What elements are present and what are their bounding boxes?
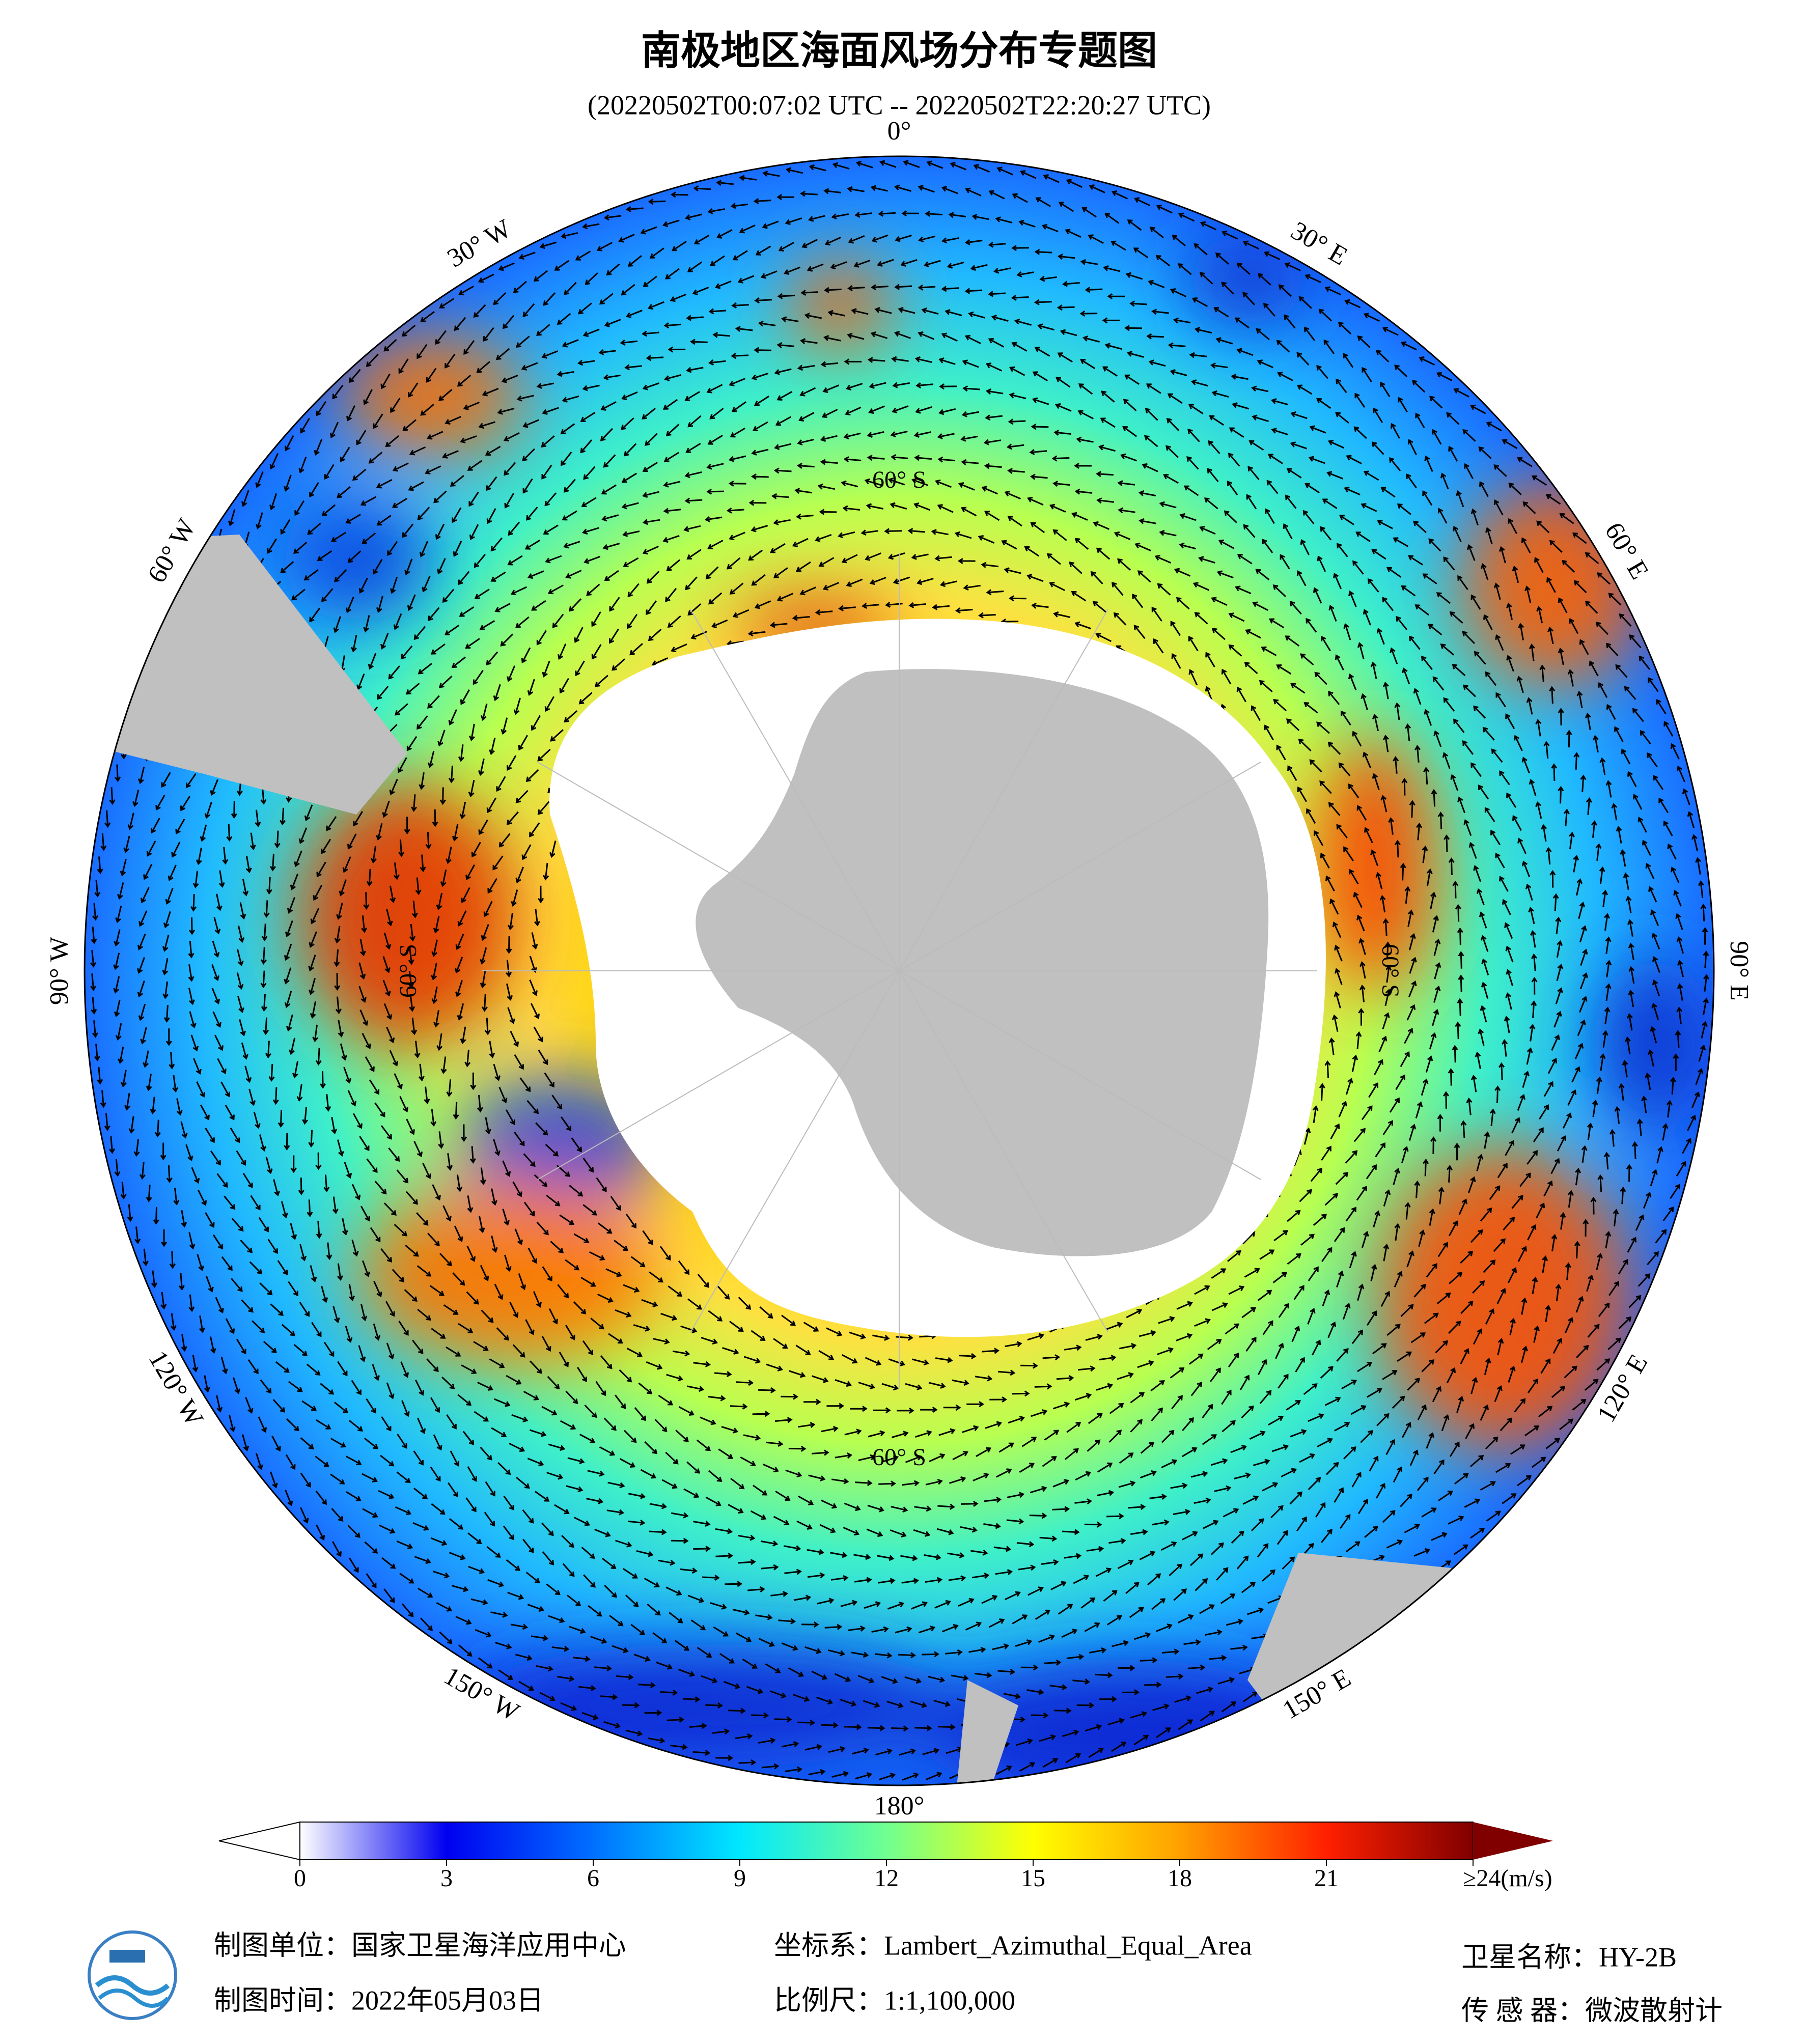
scale: 比例尺：1:1,100,000: [774, 1985, 1015, 2015]
colorbar-tick-label: ≥24(m/s): [1463, 1865, 1552, 1892]
meridian: [899, 609, 1108, 971]
projection: 坐标系：Lambert_Azimuthal_Equal_Area: [774, 1930, 1252, 1961]
latitude-label: 60° S: [872, 466, 926, 493]
latitude-label: 60° S: [1377, 944, 1404, 998]
graticule: [482, 553, 1317, 1388]
organization: 制图单位：国家卫星海洋应用中心: [214, 1930, 626, 1961]
longitude-label: 180°: [874, 1791, 925, 1821]
colorbar-over: [1473, 1822, 1553, 1860]
colorbar-under: [218, 1821, 300, 1861]
map-border: [84, 155, 1715, 1786]
title: 南极地区海面风场分布专题图: [641, 29, 1157, 73]
subtitle: (20220502T00:07:02 UTC -- 20220502T22:20…: [588, 90, 1211, 120]
longitude-label: 90° E: [1725, 941, 1754, 1001]
colorbar-tick-label: 6: [587, 1865, 599, 1892]
colorbar-tick-label: 0: [294, 1865, 306, 1892]
longitude-label: 90° W: [45, 937, 74, 1005]
map-date: 制图时间：2022年05月03日: [214, 1985, 544, 2015]
antarctica: [696, 669, 1269, 1256]
colorbar-tick-label: 21: [1314, 1865, 1339, 1892]
colorbar-tick-label: 12: [874, 1865, 899, 1892]
meridian: [690, 609, 900, 971]
latitude-label: 60° S: [872, 1444, 926, 1471]
australia: [1247, 1553, 1502, 1782]
logo: [88, 1930, 177, 2020]
colorbar-tick-label: 18: [1168, 1865, 1192, 1892]
south-america: [102, 535, 407, 815]
meridian: [537, 762, 900, 971]
satellite: 卫星名称：HY-2B: [1461, 1942, 1677, 1972]
latitude-label: 60° S: [395, 944, 422, 998]
meridian: [690, 970, 900, 1333]
colorbar-tick-label: 3: [440, 1865, 453, 1892]
colorbar-tick-label: 9: [734, 1865, 746, 1892]
meridian: [899, 970, 1261, 1180]
longitude-label: 0°: [887, 117, 911, 146]
new-zealand: [917, 1680, 1018, 1785]
colorbar-bar: [299, 1822, 1474, 1860]
meridian: [899, 762, 1261, 971]
meridian: [899, 970, 1108, 1333]
colorbar-tick-label: 15: [1021, 1865, 1045, 1892]
colorbar: 0 3 6 9 12 15 18 21 ≥24(m/s): [218, 1821, 1553, 1892]
sensor: 传 感 器：微波散射计: [1461, 1995, 1723, 2026]
meridian: [537, 970, 900, 1180]
